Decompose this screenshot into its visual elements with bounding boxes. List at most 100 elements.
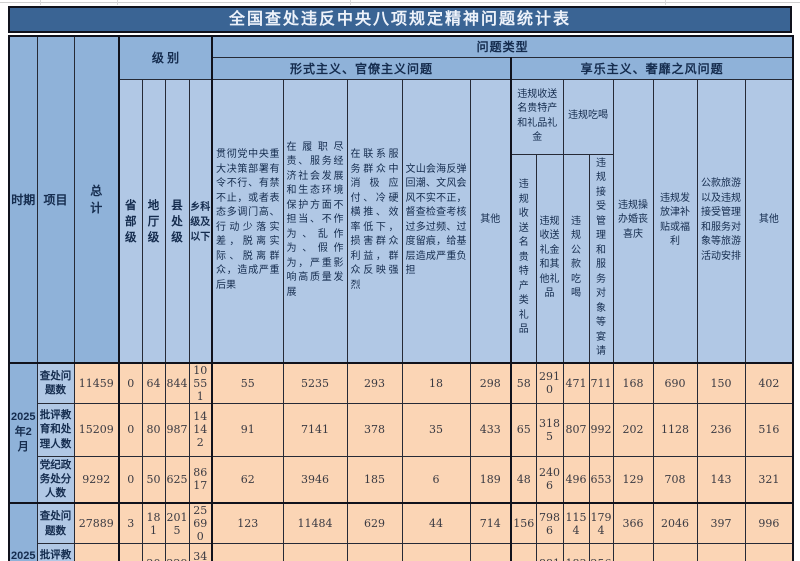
gridline-tick	[350, 0, 351, 5]
item-label: 党纪政务处分人数	[36, 455, 75, 504]
data-cell: 11484	[282, 502, 348, 544]
data-cell: 0	[118, 361, 143, 404]
col-header-hedonism-other: 其他	[744, 78, 794, 363]
data-cell: 2046	[652, 502, 698, 544]
data-cell: 181	[141, 502, 166, 544]
col-header-gifts-cash: 违规收送礼金和其他礼品	[535, 153, 564, 363]
data-cell: 708	[652, 455, 698, 504]
data-cell: 3	[118, 543, 143, 561]
data-cell: 58	[510, 361, 537, 404]
data-cell: 189	[469, 455, 512, 504]
data-cell: 14142	[188, 402, 213, 457]
data-cell: 11459	[73, 361, 120, 404]
data-cell: 27889	[73, 502, 120, 544]
data-cell: 80	[141, 402, 166, 457]
data-cell: 714	[469, 502, 512, 544]
data-cell: 9292	[73, 455, 120, 504]
data-cell: 168	[612, 361, 654, 404]
data-cell: 996	[744, 502, 794, 544]
col-group-level: 级 别	[117, 35, 213, 80]
data-cell: 7141	[282, 402, 348, 457]
col-header-formalism-other: 其他	[469, 78, 512, 363]
data-cell: 15209	[73, 402, 120, 457]
col-header-level-county: 县处级	[164, 78, 190, 363]
col-group-hedonism: 享乐主义、奢靡之风问题	[510, 56, 794, 80]
period-label: 2025年2月	[8, 361, 38, 504]
item-label: 查处问题数	[36, 361, 75, 404]
gridline-tick	[665, 0, 666, 5]
data-cell: 236	[696, 402, 746, 457]
data-cell: 34715	[188, 543, 213, 561]
gridline-tick	[117, 0, 118, 5]
page-title: 全国查处违反中央八项规定精神问题统计表	[8, 6, 792, 33]
data-cell: 1838	[562, 543, 590, 561]
data-cell: 1128	[652, 402, 698, 457]
data-cell: 48	[510, 455, 537, 504]
data-cell: 3	[118, 502, 143, 544]
data-cell: 711	[588, 361, 614, 404]
data-cell: 629	[346, 502, 403, 544]
data-cell: 8812	[535, 543, 564, 561]
data-cell: 10551	[188, 361, 213, 404]
data-cell: 150	[696, 361, 746, 404]
gridline-tick	[40, 0, 41, 5]
data-cell: 433	[469, 402, 512, 457]
data-cell: 496	[562, 455, 590, 504]
data-cell: 16135	[282, 543, 348, 561]
data-cell: 64	[141, 361, 166, 404]
data-cell: 653	[588, 455, 614, 504]
data-cell: 2910	[535, 361, 564, 404]
col-header-dining-public-funds: 违规公款吃喝	[562, 153, 590, 363]
data-cell: 1028	[469, 543, 512, 561]
data-cell: 992	[588, 402, 614, 457]
data-cell: 807	[562, 402, 590, 457]
data-cell: 3291	[652, 543, 698, 561]
table-sheet: 全国查处违反中央八项规定精神问题统计表 时期 项目 总计 级 别 问题类型 形式	[8, 6, 795, 561]
data-cell: 471	[562, 361, 590, 404]
col-header-weddings-funerals: 违规操办婚丧喜庆	[612, 78, 654, 363]
data-cell: 173	[211, 543, 284, 561]
data-cell: 516	[744, 402, 794, 457]
data-cell: 0	[118, 455, 143, 504]
data-cell: 143	[696, 455, 746, 504]
data-cell: 37217	[73, 543, 120, 561]
data-cell: 3946	[282, 455, 348, 504]
data-cell: 5235	[282, 361, 348, 404]
data-cell: 625	[164, 455, 190, 504]
data-cell: 129	[612, 455, 654, 504]
col-header-allowances: 违规发放津补贴或福利	[652, 78, 698, 363]
table-body: 2025年2月 查处问题数 11459 0 64 844 10551 55 5235 293 18 2…	[8, 361, 794, 561]
statistics-table: 时期 项目 总计 级 别 问题类型 形式主义、官僚主义问题 享乐主义、奢靡之风问…	[8, 35, 795, 561]
data-cell: 8617	[188, 455, 213, 504]
data-cell: 397	[696, 502, 746, 544]
data-cell: 987	[164, 402, 190, 457]
data-cell: 293	[346, 361, 403, 404]
data-cell: 35	[401, 402, 471, 457]
data-cell: 588	[696, 543, 746, 561]
col-header-level-prefecture: 地厅级	[141, 78, 166, 363]
data-cell: 91	[211, 402, 284, 457]
data-cell: 1154	[562, 502, 590, 544]
data-cell: 2297	[164, 543, 190, 561]
col-header-public-travel: 公款旅游以及违规接受管理和服务对象等旅游活动安排	[696, 78, 746, 363]
data-cell: 67	[401, 543, 471, 561]
data-cell: 844	[164, 361, 190, 404]
col-header-formalism-3: 在联系服务群众中消极应付、冷硬横推、效率低下，损害群众利益，群众反映强烈	[346, 78, 403, 363]
col-header-gifts-specialty: 违规收送名贵特产类礼品	[510, 153, 537, 363]
data-cell: 6	[401, 455, 471, 504]
data-cell: 185	[346, 455, 403, 504]
data-cell: 25690	[188, 502, 213, 544]
data-cell: 2561	[588, 543, 614, 561]
data-cell: 402	[744, 361, 794, 404]
data-cell: 690	[652, 361, 698, 404]
data-cell: 202	[141, 543, 166, 561]
col-group-problem-type: 问题类型	[211, 35, 794, 58]
item-label: 批评教育和处理人数	[36, 402, 75, 457]
top-gridline	[0, 2, 800, 3]
data-cell: 50	[141, 455, 166, 504]
period-label: 2025年以来	[8, 502, 38, 561]
col-group-gifts: 违规收送名贵特产和礼品礼金	[510, 78, 564, 155]
table-header: 时期 项目 总计 级 别 问题类型 形式主义、官僚主义问题 享乐主义、奢靡之风问…	[8, 35, 794, 363]
data-cell: 2406	[535, 455, 564, 504]
